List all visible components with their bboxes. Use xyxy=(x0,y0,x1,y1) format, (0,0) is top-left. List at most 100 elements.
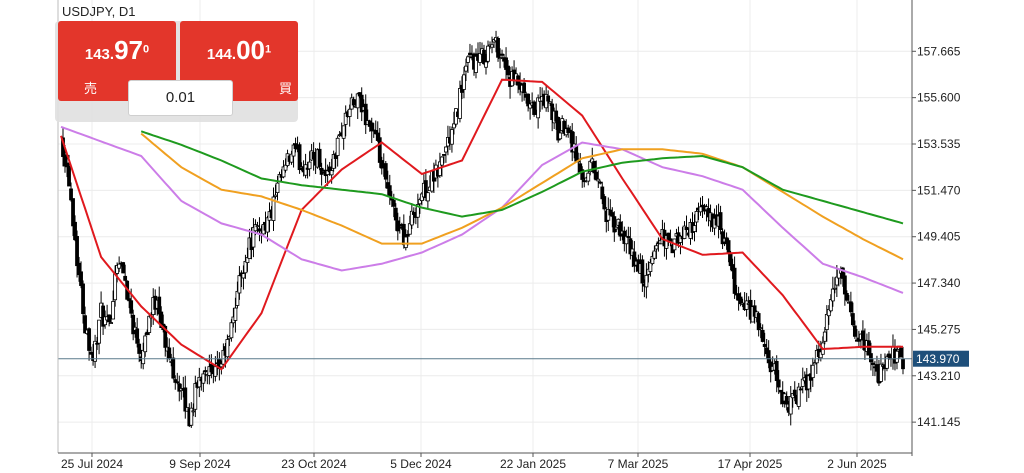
candle-body xyxy=(241,273,246,279)
candle-body xyxy=(871,362,875,365)
candle-body xyxy=(275,182,280,194)
candle-body xyxy=(193,383,198,410)
candle-body xyxy=(171,357,176,379)
candle-body xyxy=(730,264,735,272)
candle-body xyxy=(243,260,248,274)
candle-body xyxy=(203,370,208,373)
candle-body xyxy=(73,221,77,241)
candle-body xyxy=(411,212,416,215)
candle-body xyxy=(93,340,97,362)
moving-average-line xyxy=(60,78,903,371)
candle-body xyxy=(818,351,823,359)
x-tick-label: 17 Apr 2025 xyxy=(718,457,783,471)
candle-body xyxy=(692,225,697,232)
candle-body xyxy=(297,144,302,171)
one-click-trade-panel: 143.970 売 144.001 買 0.01 xyxy=(55,21,298,122)
candle-body xyxy=(393,207,398,221)
x-tick-label: 5 Dec 2024 xyxy=(390,457,452,471)
candle-body xyxy=(71,198,75,227)
candle-body xyxy=(899,347,903,358)
candle-body xyxy=(391,199,396,207)
candle-body xyxy=(720,231,725,245)
y-tick-label: 145.275 xyxy=(917,322,961,336)
candle-body xyxy=(253,224,258,232)
candle-body xyxy=(610,212,615,217)
candle-body xyxy=(79,271,83,286)
candle-body xyxy=(766,350,771,364)
candle-body xyxy=(237,275,242,294)
candle-body xyxy=(500,53,504,56)
candle-body xyxy=(325,170,330,175)
candle-body xyxy=(834,276,839,286)
candle-body xyxy=(81,283,85,315)
candle-body xyxy=(458,88,462,119)
candle-body xyxy=(614,226,619,230)
candle-body xyxy=(95,342,99,345)
candle-body xyxy=(221,349,226,365)
candle-body xyxy=(466,56,470,63)
candle-body xyxy=(486,45,490,62)
candle-body xyxy=(694,211,699,223)
candle-body xyxy=(407,223,412,235)
candle-body xyxy=(596,178,601,182)
sell-price: 143.970 xyxy=(84,35,150,65)
candle-body xyxy=(173,379,178,383)
candle-body xyxy=(117,263,122,269)
candle-body xyxy=(283,164,288,171)
candle-body xyxy=(590,158,595,164)
candle-body xyxy=(355,93,360,109)
candle-body xyxy=(474,55,478,73)
candle-body xyxy=(67,165,71,187)
buy-price: 144.001 xyxy=(206,35,272,65)
candle-body xyxy=(532,101,537,115)
candle-body xyxy=(602,196,607,210)
candle-body xyxy=(343,112,348,125)
candle-body xyxy=(626,236,631,239)
x-tick-label: 23 Oct 2024 xyxy=(281,457,347,471)
candle-body xyxy=(123,275,128,281)
candle-body xyxy=(842,275,847,295)
candle-body xyxy=(598,181,603,184)
candle-body xyxy=(307,161,312,170)
candle-body xyxy=(861,330,865,341)
candle-body xyxy=(784,395,789,405)
candle-body xyxy=(425,192,430,202)
candle-body xyxy=(369,122,374,132)
candle-body xyxy=(395,220,400,232)
candle-body xyxy=(498,57,502,60)
candle-body xyxy=(311,151,316,160)
y-axis-ticks: 141.145 143.210 145.275 147.340 149.405 151.4… xyxy=(912,44,961,429)
y-tick-label: 157.665 xyxy=(917,44,961,58)
candle-body xyxy=(331,154,336,169)
candle-body xyxy=(612,216,617,233)
candle-body xyxy=(293,143,298,149)
candle-body xyxy=(484,61,488,68)
candle-body xyxy=(848,301,853,313)
candle-body xyxy=(327,166,332,173)
candle-body xyxy=(201,373,206,384)
candle-body xyxy=(233,307,238,321)
x-axis-ticks: 25 Jul 2024 9 Sep 2024 23 Oct 2024 5 Dec 20… xyxy=(61,453,887,471)
y-tick-label: 149.405 xyxy=(917,230,961,244)
candle-body xyxy=(387,185,392,198)
candle-body xyxy=(213,366,218,377)
candle-body xyxy=(175,381,180,384)
candle-body xyxy=(744,300,749,310)
x-tick-label: 22 Jan 2025 xyxy=(500,457,566,471)
moving-average-line xyxy=(140,130,904,225)
lot-size-input[interactable]: 0.01 xyxy=(128,80,233,116)
candle-body xyxy=(363,103,368,126)
candle-body xyxy=(832,287,837,290)
candle-body xyxy=(506,65,510,76)
candle-body xyxy=(401,223,406,246)
candle-body xyxy=(468,52,472,56)
candle-body xyxy=(289,153,294,163)
candle-body xyxy=(666,232,671,240)
candle-body xyxy=(798,388,803,391)
price-tag-label: 143.970 xyxy=(916,352,960,366)
candle-body xyxy=(640,259,645,284)
candle-body xyxy=(504,57,508,70)
candle-body xyxy=(397,226,402,229)
price-tag-bg xyxy=(913,350,969,367)
candle-body xyxy=(828,299,833,312)
